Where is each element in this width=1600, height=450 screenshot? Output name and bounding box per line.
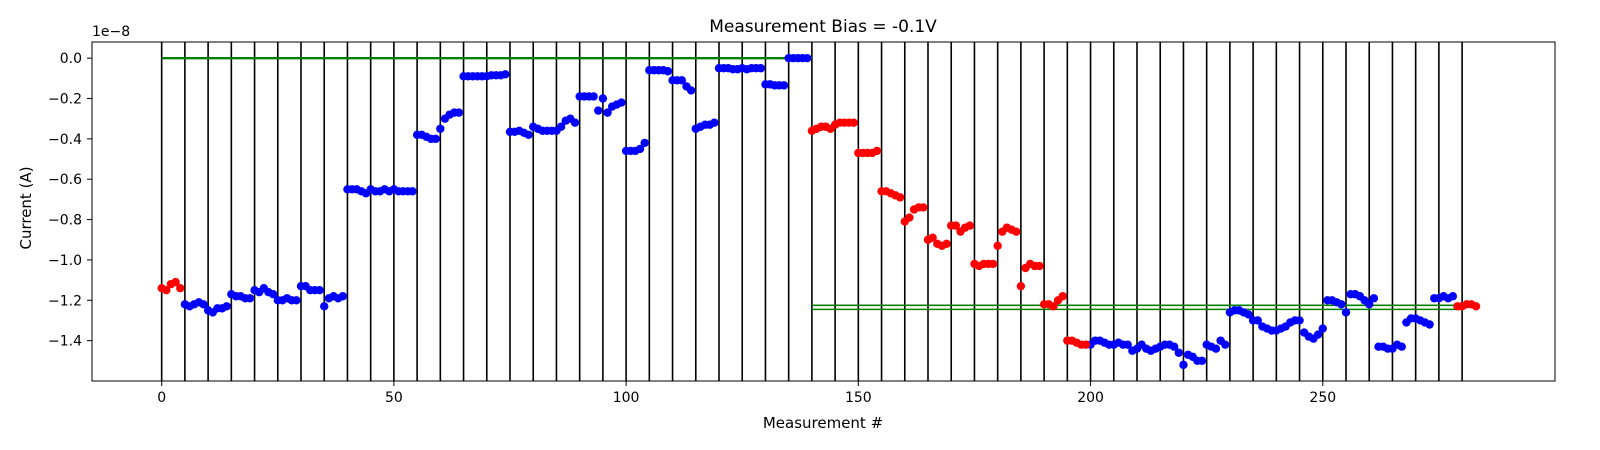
data-point-blue bbox=[199, 300, 208, 309]
x-tick-label: 0 bbox=[157, 390, 166, 406]
data-point-blue bbox=[756, 64, 765, 73]
data-point-blue bbox=[1295, 316, 1304, 325]
data-point-red bbox=[1471, 302, 1481, 311]
data-point-red bbox=[176, 283, 185, 293]
data-point-blue bbox=[603, 108, 612, 117]
y-tick-label: 0.0 bbox=[60, 51, 82, 67]
data-point-blue bbox=[1253, 316, 1262, 325]
data-point-blue bbox=[635, 144, 645, 154]
data-point-red bbox=[1035, 261, 1044, 271]
plot-area bbox=[157, 42, 1481, 381]
data-point-blue bbox=[1211, 344, 1221, 353]
data-point-blue bbox=[1341, 308, 1351, 317]
y-tick-label: −1.0 bbox=[48, 253, 82, 269]
data-point-blue bbox=[436, 124, 445, 133]
data-point-blue bbox=[556, 122, 566, 131]
data-point-blue bbox=[524, 130, 533, 140]
data-point-blue bbox=[501, 70, 510, 79]
data-point-blue bbox=[570, 118, 580, 127]
data-point-red bbox=[951, 221, 961, 230]
data-point-blue bbox=[1197, 356, 1207, 366]
data-point-blue bbox=[1369, 294, 1379, 303]
data-point-red bbox=[171, 277, 180, 287]
data-point-red bbox=[1058, 292, 1067, 301]
data-point-blue bbox=[245, 294, 255, 303]
y-tick-label: −0.4 bbox=[48, 132, 82, 148]
data-point-blue bbox=[803, 53, 812, 63]
data-point-blue bbox=[315, 285, 324, 295]
data-point-blue bbox=[408, 187, 417, 196]
y-tick-label: −0.2 bbox=[48, 92, 82, 108]
data-point-red bbox=[1049, 302, 1058, 311]
data-point-blue bbox=[1123, 340, 1132, 349]
data-point-blue bbox=[1425, 320, 1434, 329]
x-tick-label: 200 bbox=[1077, 390, 1104, 406]
data-point-blue bbox=[677, 76, 687, 85]
x-axis-label: Measurement # bbox=[763, 414, 883, 432]
data-point-red bbox=[895, 193, 905, 202]
data-point-red bbox=[162, 285, 171, 295]
data-point-blue bbox=[1221, 340, 1230, 349]
data-point-red bbox=[1081, 340, 1091, 349]
y-tick-label: −0.8 bbox=[48, 213, 82, 229]
data-point-blue bbox=[1337, 300, 1346, 309]
data-point-blue bbox=[454, 108, 464, 117]
data-point-blue bbox=[320, 302, 329, 311]
x-tick-label: 100 bbox=[613, 390, 640, 406]
data-point-blue bbox=[292, 296, 301, 305]
data-point-blue bbox=[431, 134, 440, 144]
data-point-blue bbox=[640, 138, 649, 148]
y-tick-label: −0.6 bbox=[48, 172, 82, 188]
data-point-blue bbox=[1365, 300, 1374, 309]
y-axis-label: Current (A) bbox=[17, 166, 35, 249]
data-point-blue bbox=[589, 92, 598, 101]
y-tick-label: −1.4 bbox=[48, 334, 82, 350]
plot-frame bbox=[91, 41, 1556, 382]
data-point-red bbox=[872, 146, 882, 156]
data-point-blue bbox=[1174, 348, 1184, 357]
y-tick-label: −1.2 bbox=[48, 293, 82, 309]
x-tick-label: 150 bbox=[845, 390, 872, 406]
data-point-blue bbox=[617, 98, 626, 107]
data-point-red bbox=[965, 221, 974, 230]
data-point-red bbox=[849, 118, 858, 127]
data-point-blue bbox=[779, 81, 789, 90]
data-point-blue bbox=[222, 302, 231, 311]
data-point-blue bbox=[686, 86, 696, 95]
data-point-red bbox=[919, 203, 928, 212]
data-point-red bbox=[993, 241, 1002, 251]
data-point-blue bbox=[1448, 292, 1458, 301]
data-point-red bbox=[928, 233, 937, 242]
data-point-red bbox=[1016, 281, 1026, 291]
data-point-blue bbox=[1169, 342, 1179, 351]
data-point-red bbox=[988, 259, 998, 269]
data-point-red bbox=[1012, 227, 1021, 236]
data-point-blue bbox=[1397, 342, 1406, 351]
data-point-blue bbox=[1244, 310, 1253, 319]
y-offset-label: 1e−8 bbox=[92, 24, 130, 40]
x-tick-label: 50 bbox=[385, 390, 403, 406]
data-point-blue bbox=[663, 67, 673, 76]
data-point-blue bbox=[598, 94, 608, 103]
data-point-blue bbox=[710, 118, 719, 127]
data-point-red bbox=[942, 239, 951, 248]
data-point-blue bbox=[594, 106, 603, 115]
data-point-blue bbox=[1313, 330, 1323, 339]
data-point-blue bbox=[1318, 324, 1327, 333]
data-point-blue bbox=[1179, 360, 1188, 370]
data-point-red bbox=[905, 213, 914, 222]
data-point-blue bbox=[268, 290, 278, 299]
chart-title: Measurement Bias = -0.1V bbox=[709, 17, 937, 37]
axis-ticks: 0 50 100 150 200 250 0.0 −0.2 −0.4 −0.6 −0.8 −1.0 −1… bbox=[48, 51, 1336, 406]
data-point-blue bbox=[338, 292, 347, 301]
x-tick-label: 250 bbox=[1309, 390, 1336, 406]
